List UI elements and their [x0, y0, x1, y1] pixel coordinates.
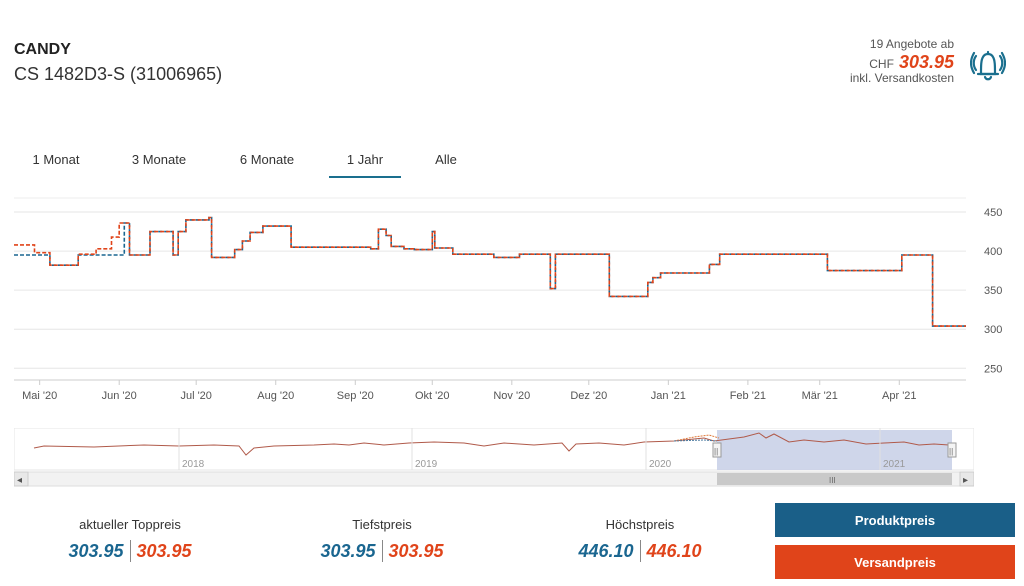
summary-label: Höchstpreis	[605, 517, 675, 532]
summary-product-value: 303.95	[68, 540, 124, 561]
y-axis-ticks: 450 400 350 300 250	[984, 207, 1002, 375]
x-tick-label: Apr '21	[882, 390, 917, 402]
x-tick-label: Jun '20	[102, 390, 137, 402]
scroll-right-button[interactable]	[959, 471, 974, 487]
navigator-line	[33, 432, 955, 456]
offer-currency: CHF	[869, 57, 894, 71]
navigator-product-line	[673, 439, 718, 442]
offer-price[interactable]: 303.95	[898, 52, 954, 72]
x-tick-label: Mai '20	[22, 390, 57, 402]
summary-shipping-value: 303.95	[136, 540, 192, 561]
summary-label: aktueller Toppreis	[79, 517, 181, 532]
price-alert-bell-icon[interactable]	[970, 44, 1006, 84]
y-tick-label: 300	[984, 324, 1002, 336]
chart-grid	[14, 197, 966, 381]
y-tick-label: 450	[984, 207, 1002, 219]
x-axis-ticks: Mai '20 Jun '20 Jul '20 Aug '20 Sep '20 Okt '…	[22, 380, 917, 402]
shipping-price-button[interactable]: Versandpreis	[775, 545, 1015, 579]
y-tick-label: 350	[984, 285, 1002, 297]
tab-1-monat[interactable]: 1 Monat	[32, 152, 80, 167]
scroll-left-button[interactable]	[14, 471, 29, 487]
x-tick-label: Sep '20	[337, 390, 374, 402]
scroll-left-arrow-icon: ◂	[17, 475, 22, 486]
offer-shipping-note: inkl. Versandkosten	[849, 71, 954, 85]
navigator-left-handle-grip: ||	[714, 447, 718, 456]
y-tick-label: 250	[984, 363, 1002, 375]
x-tick-label: Dez '20	[570, 390, 607, 402]
x-tick-label: Mär '21	[802, 390, 838, 402]
tab-alle[interactable]: Alle	[435, 152, 457, 167]
navigator-scrollbar-thumb[interactable]	[717, 473, 952, 485]
navigator-chart[interactable]: 2018 2019 2020 2021 || || ◂ III ▸	[14, 428, 974, 490]
summary-lowest-price: Tiefstpreis 303.95 303.95	[272, 517, 492, 562]
navigator-selection[interactable]	[717, 430, 952, 470]
navigator-shipping-line	[673, 434, 720, 442]
navigator-right-handle[interactable]	[947, 442, 957, 458]
x-tick-label: Jul '20	[180, 390, 211, 402]
offer-box: 19 Angebote ab CHF 303.95 inkl. Versandk…	[850, 36, 954, 86]
scrollbar-grip: III	[829, 476, 836, 485]
navigator-right-handle-grip: ||	[949, 447, 953, 456]
x-tick-label: Jan '21	[651, 390, 686, 402]
product-price-series-line	[14, 216, 966, 327]
navigator-left-handle[interactable]	[712, 442, 722, 458]
product-price-button[interactable]: Produktpreis	[775, 503, 1015, 537]
x-tick-label: Nov '20	[493, 390, 530, 402]
navigator-year-2018: 2018	[182, 459, 205, 470]
summary-highest-price: Höchstpreis 446.10 446.10	[530, 517, 750, 562]
x-tick-label: Aug '20	[257, 390, 294, 402]
offer-count: 19 Angebote ab	[869, 37, 954, 51]
summary-current-top-price: aktueller Toppreis 303.95 303.95	[20, 517, 240, 562]
navigator-year-2021: 2021	[883, 459, 906, 470]
summary-shipping-value: 303.95	[388, 540, 444, 561]
tab-3-monate[interactable]: 3 Monate	[131, 152, 187, 167]
summary-shipping-value: 446.10	[646, 540, 702, 561]
summary-product-value: 446.10	[578, 540, 634, 561]
navigator-year-2020: 2020	[649, 459, 672, 470]
x-tick-label: Feb '21	[730, 390, 766, 402]
navigator-year-2019: 2019	[415, 459, 438, 470]
shipping-price-series-line	[14, 216, 966, 327]
summary-product-value: 303.95	[320, 540, 376, 561]
tab-6-monate[interactable]: 6 Monate	[239, 152, 295, 167]
separator	[639, 540, 641, 562]
product-model: CS 1482D3-S (31006965)	[14, 64, 223, 84]
x-tick-label: Okt '20	[415, 390, 450, 402]
tab-1-jahr[interactable]: 1 Jahr	[329, 152, 401, 178]
price-chart[interactable]: 450 400 350 300 250 Mai '20 Jun '20 Jul '20 Aug…	[0, 190, 1024, 415]
separator	[381, 540, 383, 562]
separator	[129, 540, 131, 562]
scroll-right-arrow-icon: ▸	[963, 475, 968, 486]
summary-label: Tiefstpreis	[352, 517, 412, 532]
y-tick-label: 400	[984, 246, 1002, 258]
chart-series	[14, 216, 966, 327]
product-brand: CANDY	[14, 41, 71, 58]
